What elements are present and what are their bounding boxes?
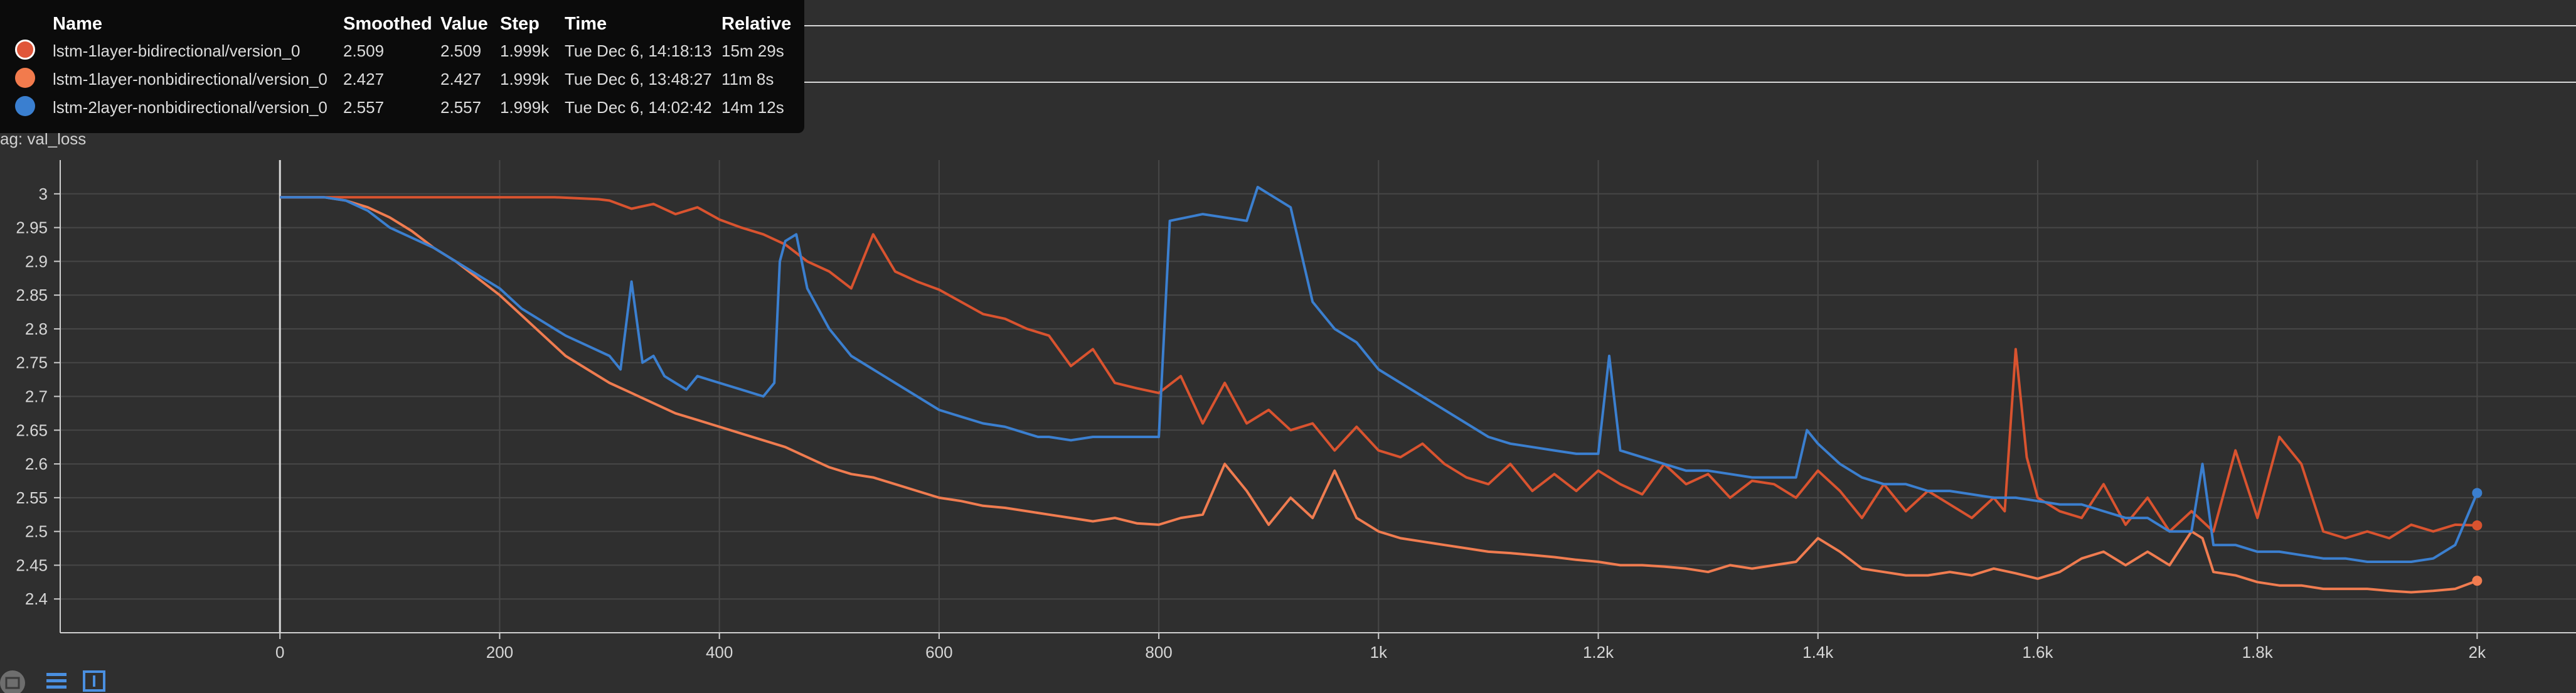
tooltip-header-name: Name	[53, 14, 102, 34]
tooltip-header-step: Step	[500, 14, 540, 34]
row-time: Tue Dec 6, 14:02:42	[565, 98, 712, 117]
y-tick-label: 2.55	[16, 488, 48, 507]
fit-domain-icon[interactable]	[82, 668, 107, 693]
row-name: lstm-2layer-nonbidirectional/version_0	[53, 98, 327, 117]
tooltip-header-relative: Relative	[721, 14, 792, 34]
y-tick-label: 2.4	[25, 589, 48, 608]
series-color-dot	[15, 68, 35, 88]
row-relative: 15m 29s	[721, 41, 784, 60]
expand-icon[interactable]	[0, 668, 25, 693]
row-smoothed: 2.509	[343, 41, 385, 60]
row-value: 2.557	[440, 98, 482, 117]
y-tick-label: 2.95	[16, 218, 48, 237]
row-name: lstm-1layer-bidirectional/version_0	[53, 41, 301, 60]
series-end-point	[2472, 576, 2483, 586]
row-relative: 11m 8s	[721, 70, 774, 89]
y-tick-label: 2.5	[25, 522, 48, 541]
y-tick-label: 2.65	[16, 421, 48, 439]
top-divider	[803, 25, 2576, 26]
series-line	[280, 196, 2478, 594]
y-tick-label: 2.8	[25, 320, 48, 338]
row-time: Tue Dec 6, 14:18:13	[565, 41, 712, 60]
middle-divider	[803, 82, 2576, 83]
row-time: Tue Dec 6, 13:48:27	[565, 70, 712, 89]
series-color-dot	[15, 96, 35, 116]
row-relative: 14m 12s	[721, 98, 784, 117]
series-color-dot	[15, 40, 35, 60]
row-value: 2.427	[440, 70, 482, 89]
x-tick-label: 600	[925, 643, 952, 662]
y-tick-label: 2.9	[25, 252, 48, 271]
y-tick-label: 2.75	[16, 353, 48, 372]
x-tick-label: 800	[1145, 643, 1172, 662]
series-line	[280, 186, 2479, 563]
row-value: 2.509	[440, 41, 482, 60]
series-end-point	[2472, 520, 2483, 530]
x-tick-label: 200	[486, 643, 513, 662]
chart-toolbar	[0, 665, 125, 693]
tooltip-header-value: Value	[440, 14, 488, 34]
x-tick-label: 1.4k	[1802, 643, 1834, 662]
tooltip-header-time: Time	[565, 14, 607, 34]
y-tick-label: 2.45	[16, 556, 48, 574]
x-tick-label: 0	[275, 643, 284, 662]
x-tick-label: 1.6k	[2022, 643, 2053, 662]
x-tick-label: 1.8k	[2242, 643, 2274, 662]
x-tick-label: 2k	[2469, 643, 2486, 662]
y-tick-label: 2.7	[25, 387, 48, 406]
data-table-icon[interactable]	[44, 668, 69, 693]
tooltip: Name Smoothed Value Step Time Relative l…	[0, 0, 804, 133]
y-tick-label: 3	[39, 185, 48, 203]
row-step: 1.999k	[500, 41, 550, 60]
y-tick-label: 2.85	[16, 286, 48, 304]
series-end-point	[2472, 488, 2483, 498]
row-step: 1.999k	[500, 70, 550, 89]
x-tick-label: 1k	[1370, 643, 1388, 662]
row-name: lstm-1layer-nonbidirectional/version_0	[53, 70, 327, 89]
tooltip-header-smoothed: Smoothed	[343, 14, 432, 34]
x-tick-label: 1.2k	[1583, 643, 1614, 662]
row-smoothed: 2.427	[343, 70, 385, 89]
x-tick-label: 400	[706, 643, 733, 662]
row-smoothed: 2.557	[343, 98, 385, 117]
row-step: 1.999k	[500, 98, 550, 117]
y-tick-label: 2.6	[25, 454, 48, 473]
